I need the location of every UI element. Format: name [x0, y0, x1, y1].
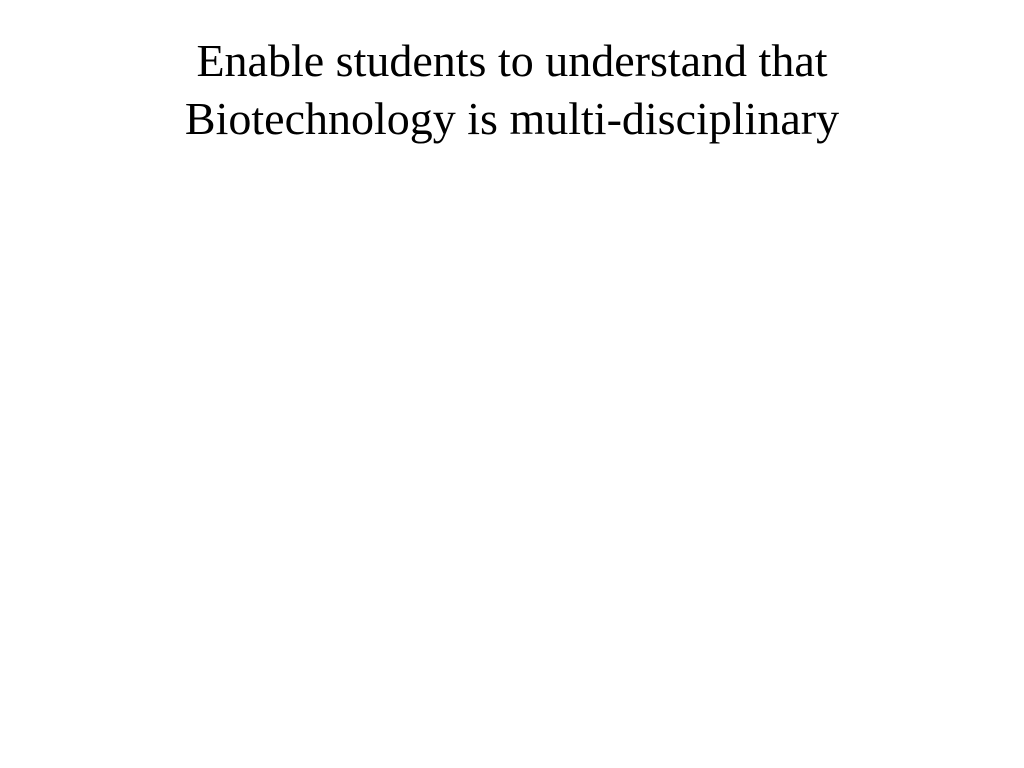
title-line-1: Enable students to understand that — [196, 35, 827, 86]
title-line-2: Biotechnology is multi-disciplinary — [185, 93, 839, 144]
slide-title: Enable students to understand that Biote… — [0, 32, 1024, 147]
slide-container: Enable students to understand that Biote… — [0, 0, 1024, 768]
